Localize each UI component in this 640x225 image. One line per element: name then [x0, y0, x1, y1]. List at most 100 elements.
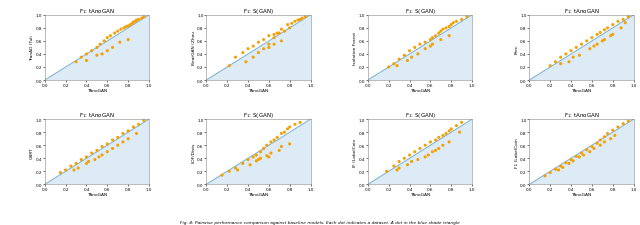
- Point: [97, 145, 108, 149]
- Point: [399, 157, 410, 160]
- Point: [394, 166, 404, 170]
- Point: [550, 168, 561, 171]
- Y-axis label: IF (LabelCoin: IF (LabelCoin: [353, 138, 357, 166]
- Point: [230, 166, 241, 170]
- Point: [123, 39, 133, 42]
- Point: [438, 28, 448, 32]
- Point: [431, 149, 441, 153]
- Point: [269, 37, 279, 40]
- Point: [61, 169, 71, 172]
- Point: [92, 54, 102, 58]
- Point: [123, 25, 133, 29]
- Point: [241, 61, 251, 64]
- Point: [243, 48, 253, 51]
- Point: [139, 119, 149, 123]
- Point: [392, 169, 402, 172]
- Polygon shape: [206, 16, 310, 81]
- Point: [564, 61, 574, 64]
- Point: [436, 39, 446, 42]
- Point: [561, 53, 571, 56]
- Title: F$_1$: tAnoGAN: F$_1$: tAnoGAN: [564, 111, 599, 120]
- Point: [425, 140, 435, 144]
- Y-axis label: GBRT: GBRT: [30, 146, 34, 158]
- Point: [456, 18, 467, 22]
- Point: [599, 39, 609, 42]
- Point: [589, 147, 599, 151]
- Point: [428, 43, 438, 47]
- Y-axis label: BeatGAN (Zhou: BeatGAN (Zhou: [191, 31, 196, 65]
- Point: [388, 164, 399, 168]
- Title: F$_1$: S(GAN): F$_1$: S(GAN): [404, 111, 435, 120]
- Point: [83, 160, 93, 164]
- Point: [410, 46, 420, 50]
- Y-axis label: Isolation Forest: Isolation Forest: [353, 32, 357, 65]
- Point: [607, 34, 618, 37]
- Point: [554, 169, 564, 172]
- X-axis label: TAnoGAN: TAnoGAN: [410, 89, 430, 93]
- Point: [92, 149, 102, 153]
- Point: [618, 18, 628, 22]
- Point: [128, 126, 138, 129]
- Point: [224, 65, 234, 68]
- Point: [272, 136, 282, 140]
- Point: [224, 170, 234, 173]
- Title: F$_1$: S(GAN): F$_1$: S(GAN): [243, 111, 274, 120]
- Point: [86, 50, 97, 53]
- Point: [81, 53, 92, 56]
- Point: [568, 159, 579, 163]
- Point: [403, 59, 413, 63]
- Point: [269, 34, 279, 37]
- Y-axis label: F1 (LabelCoin: F1 (LabelCoin: [515, 137, 519, 167]
- Point: [607, 129, 618, 133]
- Point: [599, 140, 609, 144]
- Point: [582, 40, 592, 43]
- Point: [597, 40, 607, 43]
- Point: [605, 137, 616, 141]
- Point: [589, 45, 599, 49]
- Point: [587, 145, 597, 149]
- Point: [95, 43, 105, 47]
- Point: [86, 152, 97, 155]
- Point: [441, 27, 451, 31]
- Point: [290, 20, 300, 24]
- Point: [274, 32, 284, 36]
- Point: [413, 53, 423, 56]
- Point: [431, 35, 441, 38]
- Point: [574, 54, 584, 58]
- Point: [556, 63, 566, 66]
- Point: [602, 27, 612, 31]
- Point: [109, 32, 120, 36]
- Point: [55, 171, 65, 175]
- Point: [585, 150, 595, 154]
- Point: [410, 150, 420, 154]
- Point: [118, 132, 128, 136]
- Point: [545, 171, 556, 175]
- Y-axis label: TranAD (Tuli: TranAD (Tuli: [30, 35, 34, 61]
- Point: [404, 153, 415, 157]
- Point: [574, 155, 584, 159]
- Point: [276, 145, 287, 149]
- Point: [259, 48, 269, 51]
- Point: [134, 18, 144, 22]
- Point: [425, 45, 435, 49]
- Point: [66, 164, 76, 168]
- Point: [431, 139, 441, 142]
- Point: [97, 153, 108, 157]
- Point: [92, 46, 102, 50]
- Point: [108, 139, 118, 142]
- Point: [131, 132, 141, 136]
- Point: [582, 148, 592, 152]
- Point: [623, 120, 634, 123]
- Point: [269, 139, 279, 142]
- Point: [276, 28, 287, 32]
- Point: [592, 142, 602, 145]
- X-axis label: TAnoGAN: TAnoGAN: [87, 89, 107, 93]
- Point: [456, 121, 467, 125]
- Point: [451, 20, 461, 24]
- Y-axis label: LOF/Dists: LOF/Dists: [191, 142, 196, 162]
- Point: [446, 24, 456, 27]
- Point: [434, 136, 444, 140]
- Point: [394, 160, 404, 164]
- Point: [579, 153, 589, 157]
- Point: [295, 121, 305, 125]
